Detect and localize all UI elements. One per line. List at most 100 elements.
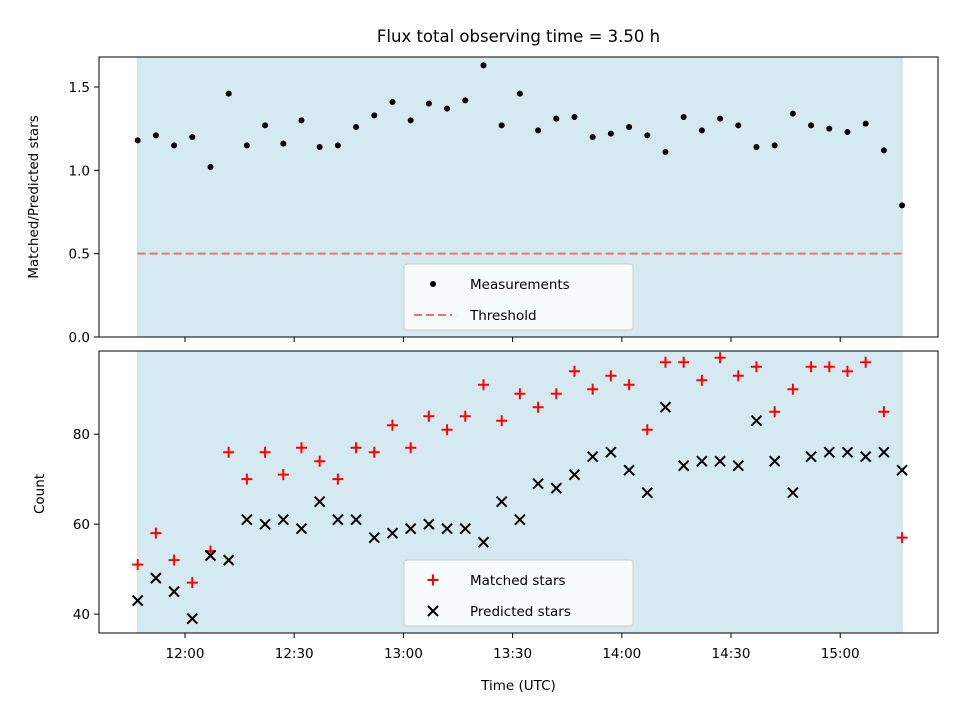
data-point — [787, 383, 799, 395]
data-point — [350, 513, 362, 526]
data-point — [859, 450, 872, 463]
data-point — [459, 410, 471, 422]
data-point — [368, 446, 380, 458]
data-point — [207, 164, 214, 170]
data-point — [880, 147, 887, 154]
data-point — [259, 446, 271, 458]
data-point — [677, 459, 690, 472]
data-point — [589, 134, 596, 140]
data-point — [441, 522, 453, 535]
data-point — [769, 406, 781, 418]
data-point — [680, 114, 687, 120]
data-point — [860, 356, 872, 368]
data-point — [841, 365, 853, 377]
data-point — [262, 122, 269, 129]
data-point — [371, 112, 378, 119]
series-measurements — [134, 62, 906, 209]
legend-label: Measurements — [470, 277, 570, 293]
data-point — [425, 100, 432, 107]
data-point — [496, 415, 508, 427]
legend-label: Matched stars — [470, 573, 566, 589]
data-point — [553, 115, 560, 122]
data-point — [696, 455, 708, 467]
x-axis-label: Time (UTC) — [480, 678, 556, 694]
data-point — [316, 144, 323, 150]
data-point — [516, 90, 523, 97]
data-point — [131, 594, 144, 607]
legend: Measurements Threshold — [403, 263, 634, 331]
data-point — [550, 482, 562, 494]
data-point — [168, 554, 180, 566]
x-tick-label: 15:00 — [821, 646, 860, 662]
data-point — [771, 142, 778, 149]
data-point — [222, 554, 235, 566]
data-point — [353, 124, 360, 130]
data-point — [168, 585, 180, 598]
data-point — [753, 144, 760, 150]
data-point — [132, 559, 144, 571]
series-predicted-stars — [131, 401, 908, 625]
data-point — [571, 114, 578, 120]
data-point — [298, 117, 305, 124]
axes-frame — [98, 350, 939, 634]
data-point — [698, 127, 705, 134]
data-point — [732, 459, 744, 472]
data-point — [295, 442, 307, 454]
data-point — [150, 572, 162, 584]
top-y-axis-label: Matched/Predicted stars — [26, 115, 42, 278]
data-point — [459, 522, 471, 535]
data-point — [662, 149, 669, 155]
legend-marker-dot — [430, 281, 436, 287]
data-point — [150, 527, 162, 539]
data-point — [823, 361, 835, 373]
data-point — [152, 132, 159, 139]
data-point — [678, 356, 690, 368]
axes-frame — [98, 56, 939, 338]
data-point — [332, 513, 344, 526]
x-tick-label: 13:00 — [384, 646, 423, 662]
data-point — [514, 388, 526, 400]
x-tick-label: 12:00 — [166, 646, 205, 662]
data-point — [805, 450, 817, 463]
data-point — [350, 442, 362, 454]
data-point — [896, 532, 908, 544]
data-point — [259, 518, 271, 530]
x-tick-label: 14:30 — [712, 646, 751, 662]
data-point — [587, 383, 599, 395]
data-point — [750, 361, 762, 373]
data-point — [735, 122, 742, 129]
data-point — [223, 446, 235, 458]
data-point — [134, 137, 141, 144]
data-point — [407, 117, 414, 124]
data-point — [389, 99, 396, 105]
data-point — [404, 522, 417, 535]
data-point — [844, 129, 851, 135]
data-point — [225, 90, 232, 97]
legend: Matched stars Predicted stars — [403, 559, 634, 627]
data-point — [896, 464, 908, 476]
series-matched-stars — [132, 352, 908, 589]
data-point — [332, 473, 344, 485]
chart-title: Flux total observing time = 3.50 h — [377, 27, 660, 46]
data-point — [535, 127, 542, 134]
data-point — [878, 446, 890, 458]
data-point — [659, 356, 671, 368]
data-point — [787, 486, 799, 499]
data-point — [477, 536, 490, 548]
data-point — [280, 140, 287, 147]
legend-marker-x — [427, 605, 439, 617]
data-point — [789, 110, 796, 117]
data-point — [277, 513, 289, 526]
data-point — [750, 415, 763, 427]
data-point — [641, 486, 653, 499]
data-point — [623, 379, 635, 391]
data-point — [171, 142, 178, 149]
panel-counts: 40 60 80 12:00 12:30 13:00 13:30 14:00 14:30 15:0… — [73, 350, 939, 662]
y-tick-label: 60 — [73, 517, 90, 533]
data-point — [334, 142, 341, 149]
data-point — [605, 370, 617, 382]
data-point — [532, 477, 544, 490]
y-tick-label: 1.0 — [69, 163, 90, 179]
legend-box — [403, 263, 634, 331]
